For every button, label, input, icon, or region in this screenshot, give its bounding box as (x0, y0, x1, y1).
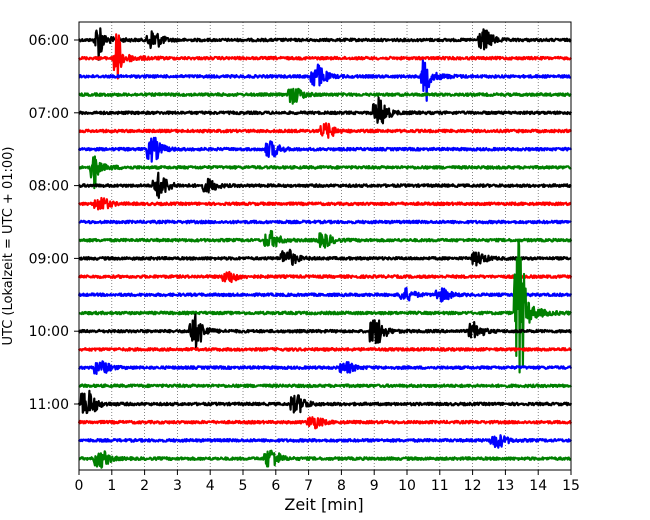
x-tick-label: 2 (140, 478, 149, 494)
trace-0630 (78, 59, 572, 102)
trace-0745 (78, 155, 572, 190)
x-tick-label: 15 (562, 478, 580, 494)
y-axis-ticks: 06:00 07:00 08:00 09:00 10:00 11:00 (29, 33, 79, 413)
x-tick-label: 3 (173, 478, 182, 494)
x-tick-label: 11 (431, 478, 449, 494)
x-tick-label: 0 (75, 478, 84, 494)
trace-0730 (77, 136, 573, 163)
x-tick-label: 4 (206, 478, 215, 494)
x-tick-label: 6 (271, 478, 280, 494)
trace-0615 (78, 33, 572, 80)
traces (77, 27, 573, 469)
y-tick-label: 08:00 (29, 179, 69, 195)
x-tick-label: 13 (496, 478, 514, 494)
trace-0845 (78, 229, 573, 249)
x-tick-label: 12 (464, 478, 482, 494)
trace-1045 (78, 383, 573, 389)
y-tick-label: 07:00 (29, 106, 69, 122)
y-tick-label: 11:00 (29, 397, 69, 413)
trace-1145 (78, 449, 572, 469)
trace-0815 (78, 196, 572, 211)
trace-0930 (77, 287, 573, 303)
x-tick-label: 7 (304, 478, 313, 494)
trace-0645 (78, 87, 572, 105)
trace-1030 (78, 360, 573, 375)
trace-1115 (77, 416, 573, 430)
trace-0830 (78, 219, 572, 225)
trace-0800 (78, 171, 572, 199)
trace-0700 (78, 96, 573, 125)
trace-1130 (77, 434, 572, 449)
y-tick-label: 10:00 (29, 324, 69, 340)
trace-0915 (77, 270, 573, 284)
plot-frame (78, 21, 572, 471)
trace-1000 (77, 313, 573, 349)
x-tick-label: 14 (529, 478, 547, 494)
x-tick-label: 1 (107, 478, 116, 494)
x-tick-label: 10 (398, 478, 416, 494)
y-tick-label: 06:00 (29, 33, 69, 49)
trace-0945 (78, 239, 572, 374)
x-tick-label: 8 (337, 478, 346, 494)
trace-0600 (78, 27, 572, 61)
x-tick-label: 5 (239, 478, 248, 494)
y-axis-title: UTC (Lokalzeit = UTC + 01:00) (1, 147, 16, 346)
trace-1015 (77, 347, 573, 352)
x-axis-title: Zeit [min] (284, 495, 363, 514)
trace-1100 (77, 389, 573, 415)
y-tick-label: 09:00 (29, 251, 69, 267)
x-axis-ticks: 0 1 2 3 4 5 6 7 8 9 10 11 12 13 14 15 (75, 470, 580, 494)
trace-0900 (78, 248, 572, 267)
trace-0715 (78, 122, 572, 139)
x-tick-label: 9 (370, 478, 379, 494)
